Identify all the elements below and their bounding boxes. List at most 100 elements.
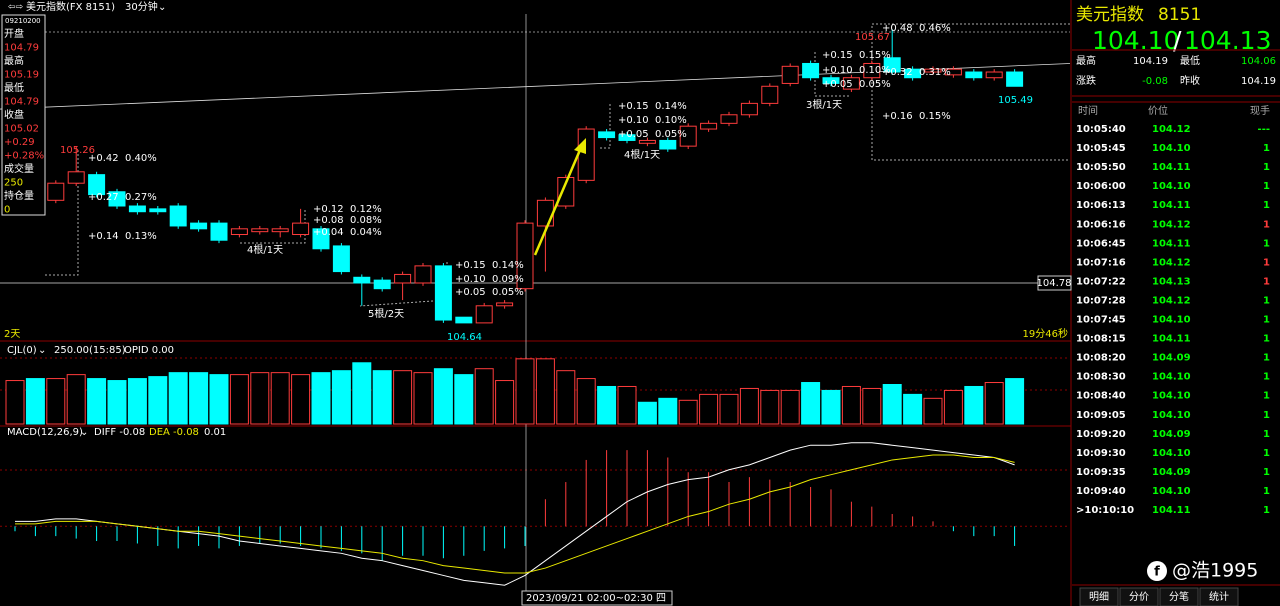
candle-body xyxy=(904,68,922,79)
trade-time: 10:06:13 xyxy=(1076,200,1126,211)
candle-body xyxy=(965,71,983,79)
caret: ⌄ xyxy=(80,427,88,438)
volume-bar xyxy=(250,372,270,425)
volume-bar xyxy=(597,385,617,425)
crosshair-label: 2023/09/21 02:00~02:30 四 xyxy=(526,593,666,604)
trade-time: 10:08:20 xyxy=(1076,353,1126,364)
candle-body xyxy=(944,68,962,76)
volume-bar xyxy=(495,380,515,425)
annotation: +0.10 0.09% xyxy=(455,274,524,285)
price-label: 105.26 xyxy=(60,145,95,156)
tab[interactable] xyxy=(1079,587,1119,606)
tab[interactable] xyxy=(1199,587,1239,606)
trade-qty: 1 xyxy=(1263,448,1270,459)
volume-bar xyxy=(189,372,209,425)
annotation: 3根/1天 xyxy=(806,98,842,111)
trade-qty: 1 xyxy=(1263,295,1270,306)
table-header: 时间 xyxy=(1078,104,1098,117)
trade-price: 104.10 xyxy=(1152,143,1191,154)
tab[interactable] xyxy=(1119,587,1159,606)
trade-qty: 1 xyxy=(1263,276,1270,287)
annotation: +0.04 0.04% xyxy=(313,227,382,238)
value: -0.08 xyxy=(1142,76,1168,87)
dea-line xyxy=(15,454,1015,574)
plot-area: +0.42 0.40% +0.27 0.27% +0.14 0.13% +0.12 0… xyxy=(0,23,1071,586)
volume-bar xyxy=(739,387,759,425)
trade-time: 10:09:35 xyxy=(1076,467,1126,478)
crosshair-box xyxy=(521,590,673,606)
candle-body xyxy=(190,222,208,230)
info-box xyxy=(1,14,46,216)
trade-price: 104.11 xyxy=(1152,200,1191,211)
trade-price: 104.11 xyxy=(1152,334,1191,345)
volume-bar xyxy=(352,362,372,425)
annotation: +0.12 0.12% xyxy=(313,204,382,215)
annotation: 4根/1天 xyxy=(624,148,660,161)
volume-bar xyxy=(515,358,535,425)
trade-price: 104.10 xyxy=(1152,391,1191,402)
dropdown-caret[interactable]: ⌄ xyxy=(158,2,166,13)
annotation: +0.42 0.40% xyxy=(88,153,157,164)
candle-body xyxy=(128,205,146,213)
trade-price: 104.09 xyxy=(1152,467,1191,478)
trade-time: 10:07:22 xyxy=(1076,276,1126,287)
info-change: +0.29 xyxy=(4,137,35,148)
trade-qty: 1 xyxy=(1263,162,1270,173)
candle-body xyxy=(332,245,350,273)
trade-qty: --- xyxy=(1258,124,1270,135)
info-label: 最低 xyxy=(4,81,24,94)
tab-label[interactable]: 分价 xyxy=(1129,591,1149,603)
candle-body xyxy=(475,305,493,324)
volume-bar xyxy=(393,370,413,425)
info-value: 104.79 xyxy=(4,97,39,108)
annotation: +0.05 0.05% xyxy=(455,287,524,298)
volume-bar xyxy=(780,389,800,425)
ask: 104.13 xyxy=(1184,26,1271,55)
info-rows: 开盘104.79最高105.19最低104.79收盘105.02+0.29+0.… xyxy=(4,27,44,216)
candle-body xyxy=(863,62,881,79)
candle-body xyxy=(47,182,65,201)
opid: OPID 0.00 xyxy=(124,345,174,356)
candle-body xyxy=(353,276,371,284)
label: 昨收 xyxy=(1180,74,1200,87)
trade-price: 104.11 xyxy=(1152,162,1191,173)
caret: ⌄ xyxy=(38,345,46,356)
candle-body xyxy=(108,191,126,207)
volume-bar xyxy=(454,374,474,425)
candle-body xyxy=(67,171,85,184)
candle-body xyxy=(822,77,840,84)
trade-price: 104.12 xyxy=(1152,124,1191,135)
volume-bar xyxy=(331,370,351,425)
volume-bar xyxy=(535,358,555,425)
icon: ⇦⇨ xyxy=(8,3,24,13)
candle-body xyxy=(434,265,452,321)
trade-time: 10:06:45 xyxy=(1076,238,1126,249)
volume-bar xyxy=(801,382,821,425)
tab-label[interactable]: 明细 xyxy=(1089,590,1109,603)
info-value: 105.19 xyxy=(4,70,39,81)
info-volume-label: 成交量 xyxy=(4,162,34,175)
candle-body xyxy=(312,228,330,250)
candle-body xyxy=(373,279,391,290)
volume-bar xyxy=(943,389,963,425)
candle-body xyxy=(924,68,942,73)
label: 最低 xyxy=(1180,54,1200,67)
watermark: @浩1995 xyxy=(1172,560,1258,582)
tab[interactable] xyxy=(1159,587,1199,606)
candle-body xyxy=(802,62,820,79)
volume-bar xyxy=(964,385,984,425)
tab-label[interactable]: 统计 xyxy=(1209,590,1229,603)
header-period[interactable]: 30分钟 xyxy=(125,0,158,13)
volume-bar xyxy=(637,401,657,425)
volume-bar xyxy=(311,372,331,425)
trade-time: 10:09:20 xyxy=(1076,429,1126,440)
annotation: 5根/2天 xyxy=(368,307,404,320)
trade-time: 10:05:50 xyxy=(1076,162,1126,173)
tab-label[interactable]: 分笔 xyxy=(1169,590,1189,603)
trade-price: 104.12 xyxy=(1152,219,1191,230)
volume-bar xyxy=(984,382,1004,425)
candle-body xyxy=(292,222,310,236)
trade-time: 10:08:15 xyxy=(1076,334,1126,345)
